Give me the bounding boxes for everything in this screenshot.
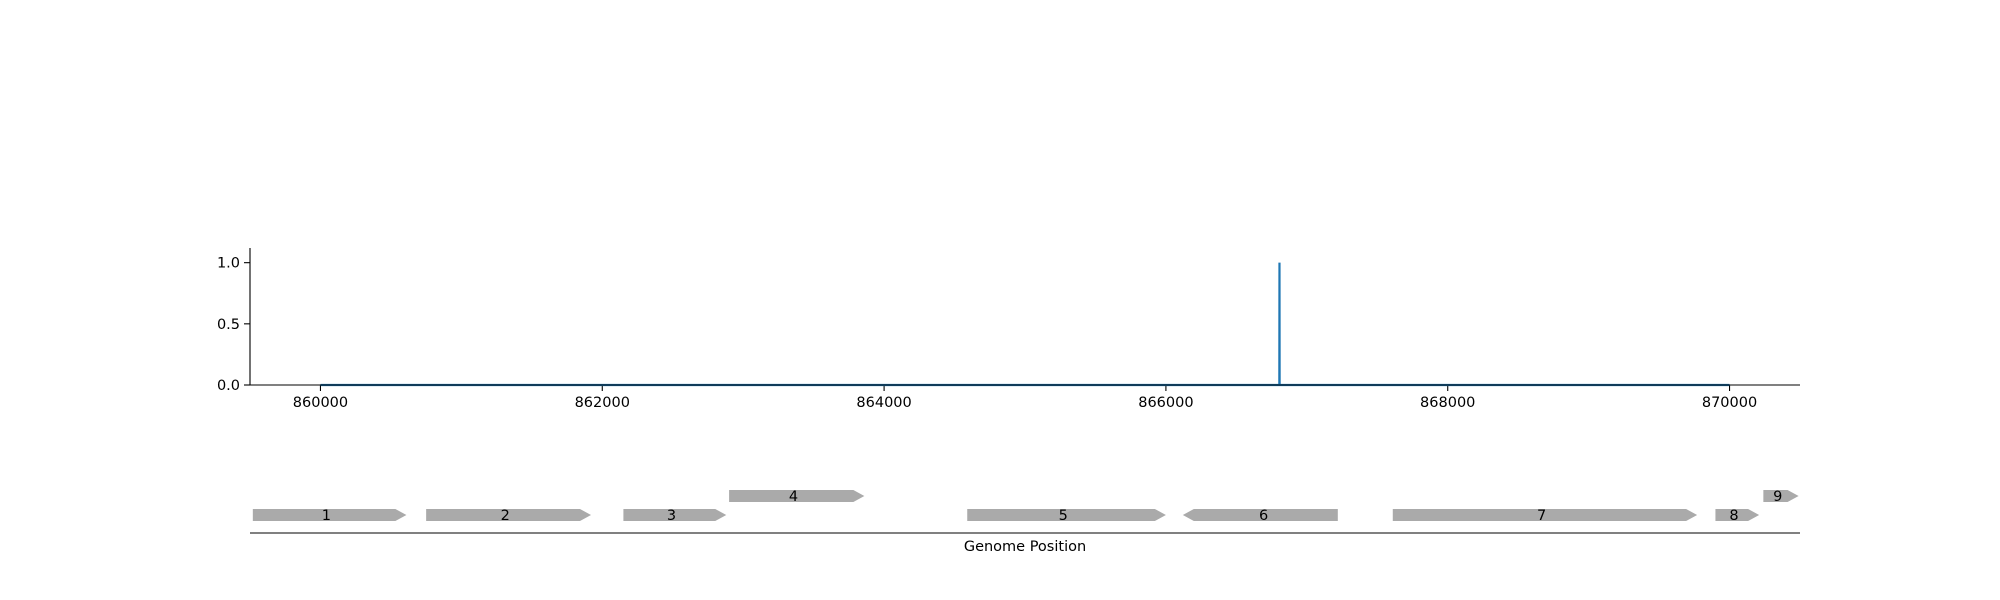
x-tick-label: 860000 (293, 395, 348, 411)
gene-label: 9 (1773, 489, 1782, 505)
gene-arrows: 1 2 3 4 5 6 7 8 9 (252, 489, 1799, 524)
gene-arrow (623, 509, 727, 521)
y-axis-ticks: 0.0 0.5 1.0 (217, 256, 250, 394)
gene-arrow (729, 490, 865, 502)
gene-arrow (967, 509, 1166, 521)
x-axis-title: Genome Position (964, 539, 1086, 555)
gene-label: 3 (667, 508, 676, 524)
gene-arrow (252, 509, 407, 521)
gene-arrow (1182, 509, 1338, 521)
gene-arrow (1763, 490, 1799, 502)
gene-arrow (426, 509, 591, 521)
coverage-series-line (320, 262, 1730, 387)
x-tick-label: 862000 (575, 395, 630, 411)
x-tick-label: 870000 (1702, 395, 1757, 411)
x-tick-label: 868000 (1420, 395, 1475, 411)
gene-track: 1 2 3 4 5 6 7 8 9 Genome Position (250, 489, 1800, 555)
y-tick-label: 0.5 (217, 317, 240, 333)
gene-label: 5 (1059, 508, 1068, 524)
coverage-plot: 0.0 0.5 1.0 860000 862000 864000 866000 868000… (217, 248, 1800, 411)
gene-arrow (1715, 509, 1760, 521)
x-tick-label: 866000 (1138, 395, 1193, 411)
y-tick-label: 1.0 (217, 256, 240, 272)
gene-arrow (1392, 509, 1698, 521)
gene-label: 2 (501, 508, 510, 524)
gene-label: 8 (1729, 508, 1738, 524)
x-axis-ticks: 860000 862000 864000 866000 868000 870000 (293, 385, 1757, 411)
y-tick-label: 0.0 (217, 378, 240, 394)
gene-label: 6 (1259, 508, 1268, 524)
gene-label: 7 (1537, 508, 1546, 524)
gene-label: 1 (322, 508, 331, 524)
gene-label: 4 (789, 489, 798, 505)
x-tick-label: 864000 (856, 395, 911, 411)
